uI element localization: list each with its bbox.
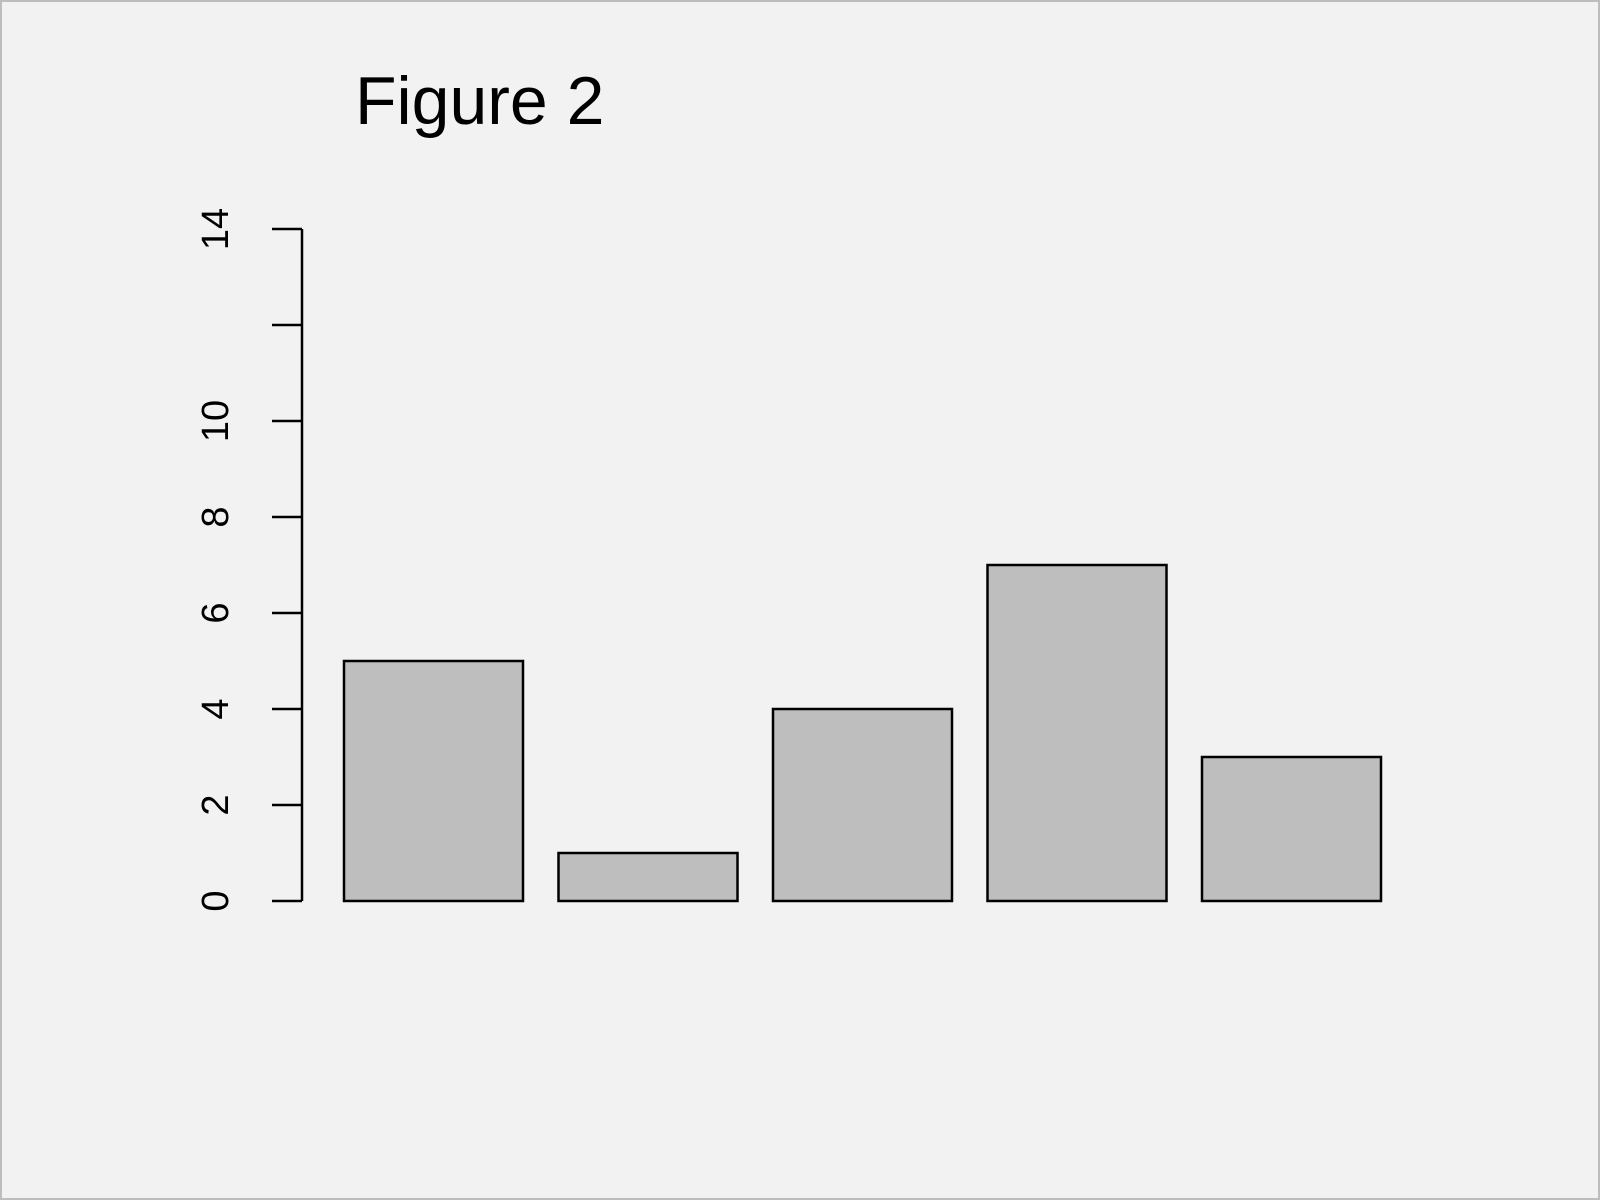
bars-group (342, 563, 1383, 903)
y-tick-label: 10 (195, 400, 237, 442)
y-axis: 0 2 4 6 8 10 14 (195, 208, 304, 912)
y-tick-label: 14 (195, 208, 237, 250)
y-tick-label: 2 (195, 794, 237, 815)
y-tick-label: 0 (195, 890, 237, 911)
y-tick-label: 8 (195, 506, 237, 527)
bar (342, 659, 525, 903)
bar (1200, 755, 1383, 903)
bar (986, 563, 1168, 903)
bar (557, 851, 739, 903)
chart-title: Figure 2 (355, 63, 604, 139)
y-tick-label: 4 (195, 698, 237, 719)
bar (771, 707, 954, 903)
y-tick-label: 6 (195, 602, 237, 623)
